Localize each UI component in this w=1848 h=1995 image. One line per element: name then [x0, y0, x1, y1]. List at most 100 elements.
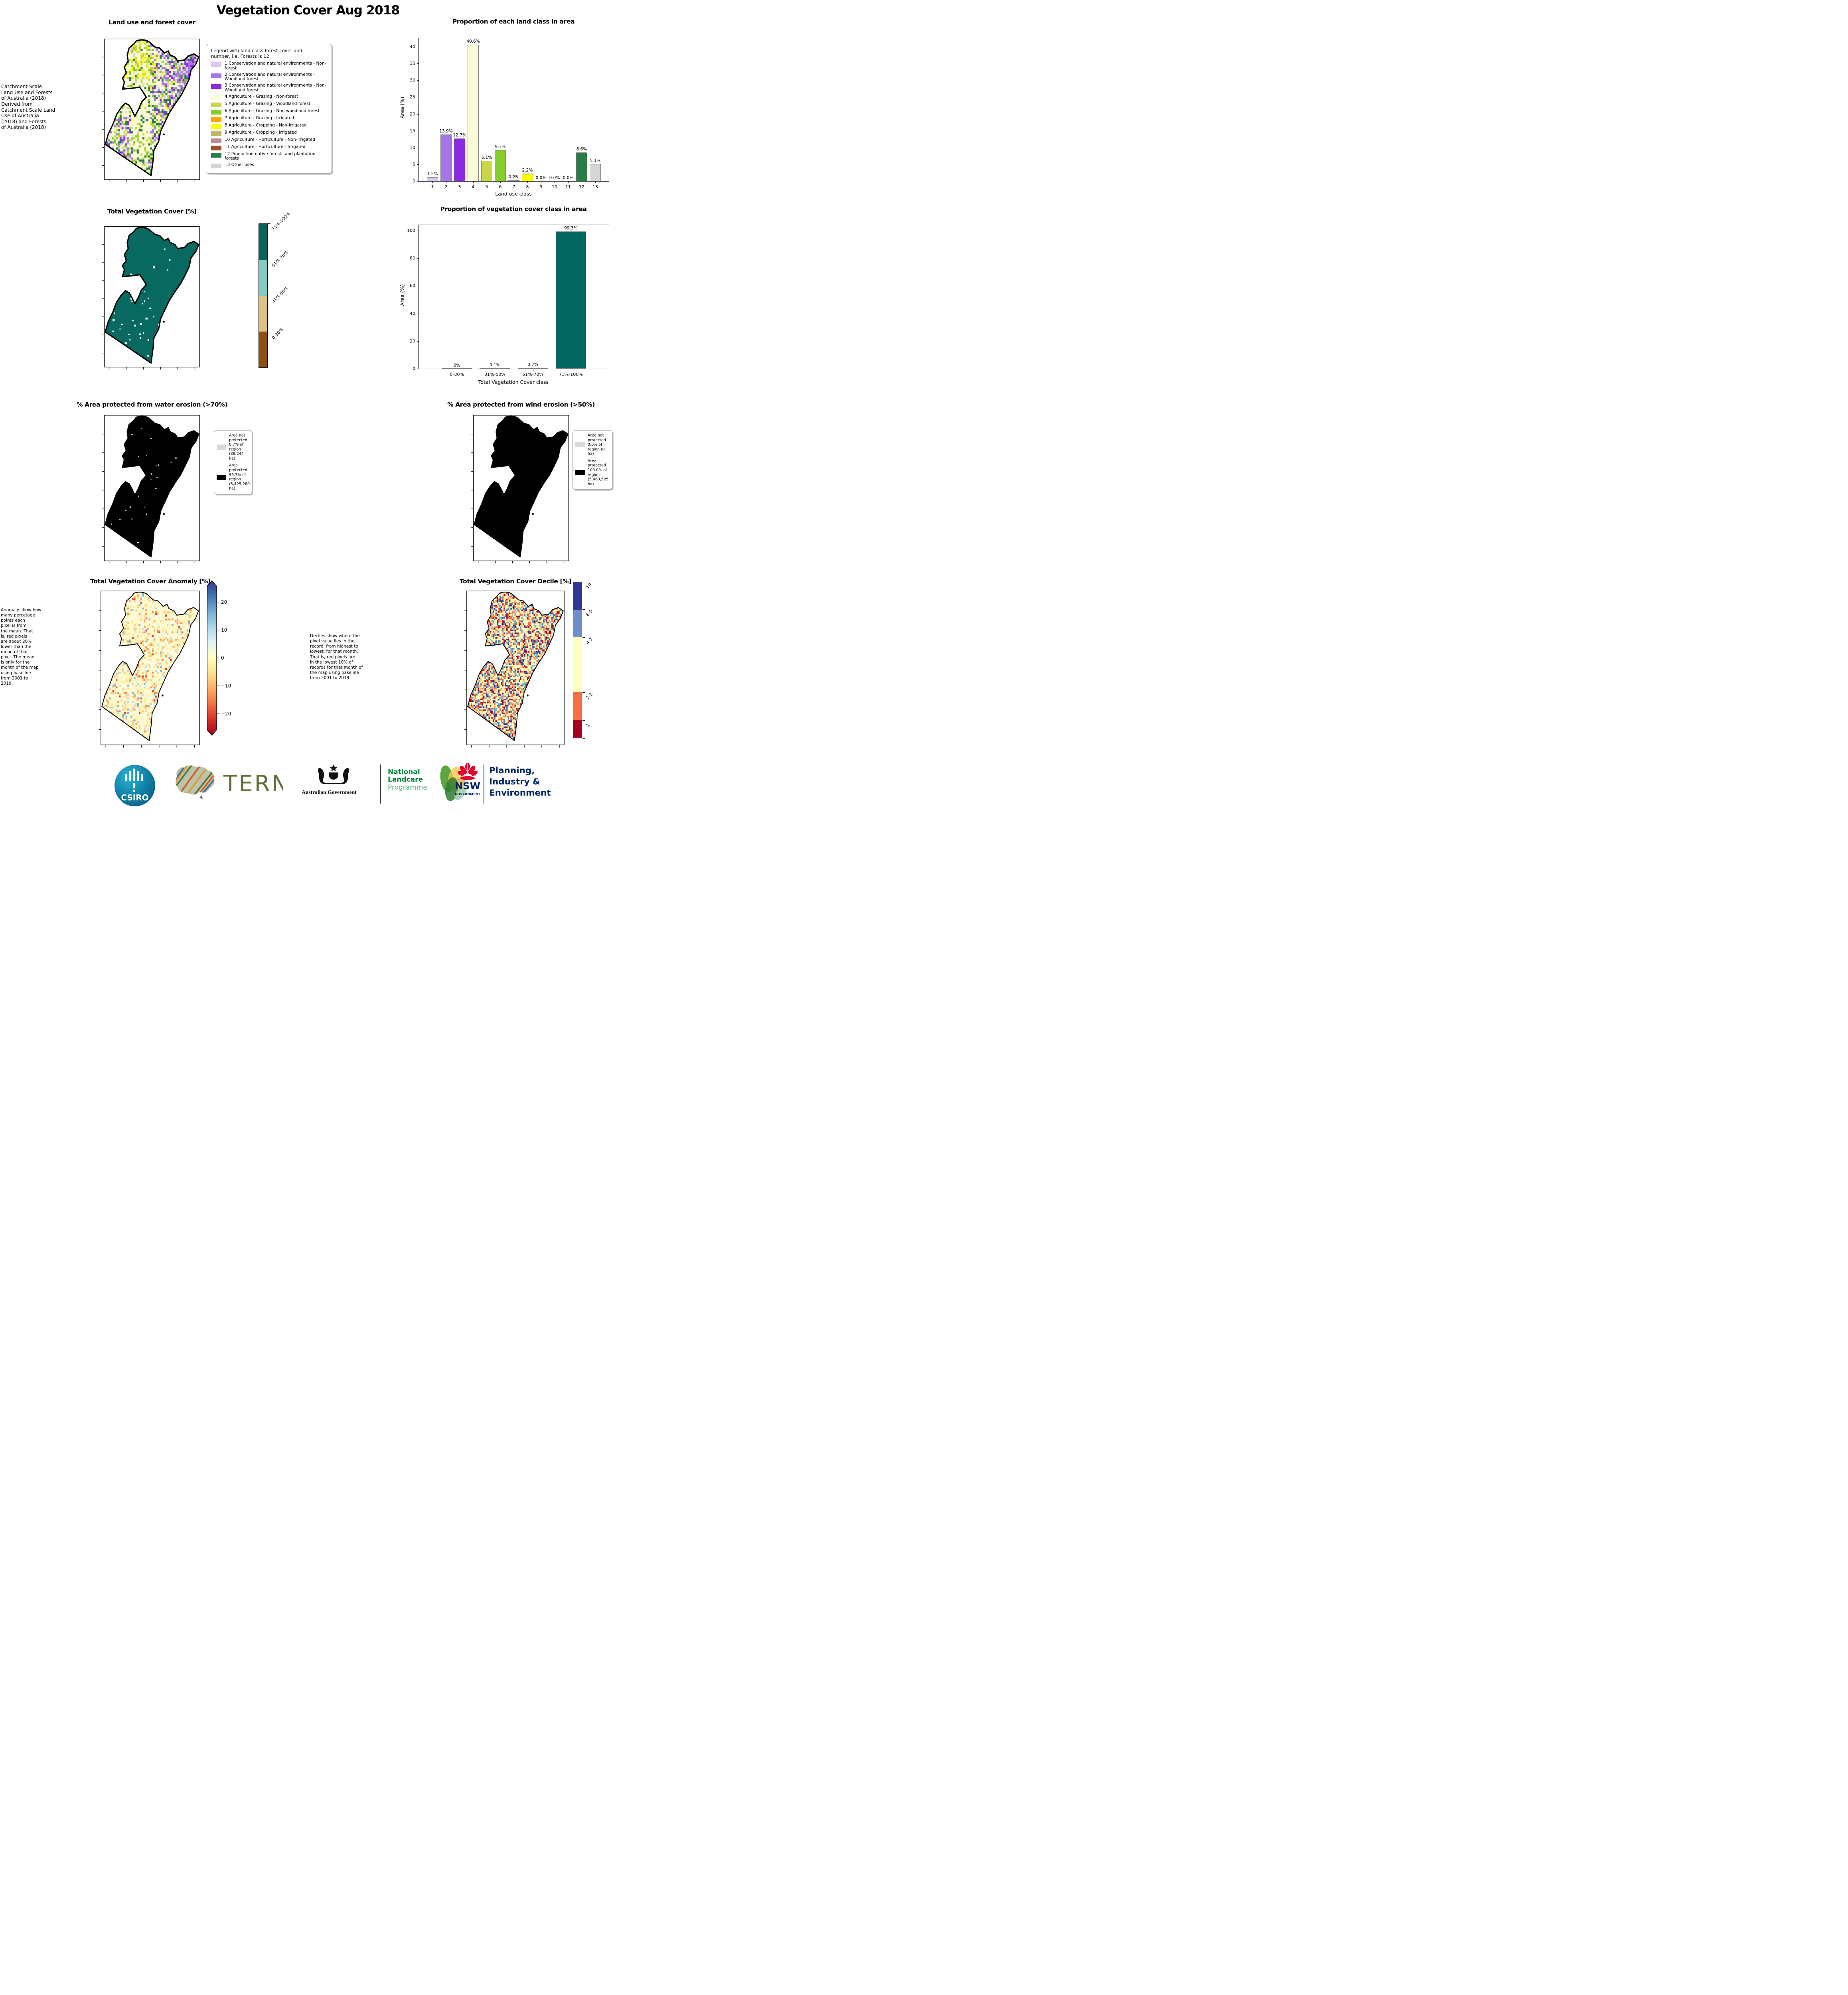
x-tick-label: 12: [579, 184, 584, 190]
colorbar-segment: [259, 224, 267, 260]
colorbar-tick-label: 20: [221, 599, 227, 605]
anomaly-note: Anomaly show how many percetage points e…: [1, 608, 41, 686]
not-protected-label: Area not protected 0.0% of region (0 ha): [588, 433, 606, 456]
colorbar-segment: [573, 720, 582, 738]
x-tick-label: 9: [539, 184, 543, 190]
legend-item: 3 Conservation and natural environments …: [210, 83, 328, 93]
legend-item: 6 Agriculture - Grazing - Non-woodland f…: [210, 109, 328, 115]
legend-label: 4 Agriculture - Grazing - Non-forest: [225, 94, 298, 99]
bar-value-label: 12.7%: [453, 133, 466, 138]
bar-value-label: 0.0%: [535, 176, 547, 180]
bar: [508, 180, 519, 181]
page-title: Vegetation Cover Aug 2018: [216, 3, 400, 18]
bar-value-label: 5.1%: [590, 158, 601, 163]
anomaly-colorbar: 20 10 0 −10 −20: [207, 581, 231, 736]
legend-item: Area not protected 0.0% of region (0 ha): [575, 433, 610, 456]
x-tick-label: 6: [499, 184, 502, 190]
x-tick-label: 11: [565, 184, 571, 190]
legend-item: 10 Agriculture - Horticulture - Non-irri…: [210, 137, 328, 143]
y-tick-label: 10: [410, 145, 415, 150]
y-tick-label: 40: [410, 311, 415, 316]
landcare-leaves-icon: [440, 765, 467, 801]
land-class-chart-title: Proportion of each land class in area: [452, 18, 575, 25]
nsw-government-label: GOVERNMENT: [455, 792, 481, 796]
legend-swatch: [211, 138, 221, 143]
anomaly-map: [99, 591, 200, 748]
dept-line2: Industry &: [489, 776, 540, 787]
legend-item: 9 Agriculture - Cropping - Irrigated: [210, 130, 328, 136]
land-use-map-title: Land use and forest cover: [109, 19, 195, 26]
colorbar-label: 1: [585, 723, 591, 729]
y-tick-label: 0: [413, 178, 415, 184]
colorbar-label: 31%-50%: [270, 285, 289, 304]
colorbar-tick-label: 0: [221, 655, 224, 661]
legend-item: 13 Other uses: [210, 162, 328, 169]
land-class-chart-xlabel: Land use class: [495, 191, 532, 197]
colorbar-segment: [259, 332, 267, 367]
legend-label: 1 Conservation and natural environments …: [225, 61, 326, 71]
x-tick-label: 3: [458, 184, 461, 190]
bar: [495, 150, 506, 181]
colorbar-label: 0-30%: [270, 326, 284, 340]
y-tick-label: 30: [410, 77, 415, 83]
legend-label: 11 Agriculture - Horticulture - Irrigate…: [225, 144, 306, 149]
csiro-label: CSIRO: [121, 793, 148, 802]
colorbar-segment: [573, 692, 582, 720]
legend-swatch: [211, 102, 221, 107]
legend-swatch: [211, 131, 221, 136]
bar-value-label: 13.9%: [439, 129, 453, 134]
colorbar-label: 4-7: [585, 636, 594, 646]
decile-title: Total Vegetation Cover Decile [%]: [460, 578, 571, 585]
wind-erosion-legend: Area not protected 0.0% of region (0 ha)…: [573, 430, 612, 490]
wind-erosion-map: [471, 415, 569, 563]
bar-value-label: 0.0%: [549, 176, 560, 180]
csiro-logo: CSIRO: [115, 765, 155, 806]
legend-label: 13 Other uses: [225, 162, 254, 168]
legend-label: 5 Agriculture - Grazing - Woodland fores…: [225, 101, 310, 106]
veg-cover-colorbar: 71%-100% 51%-70% 31%-50% 0-30%: [259, 211, 306, 371]
legend-label: 10 Agriculture - Horticulture - Non-irri…: [225, 137, 316, 142]
legend-item: 1 Conservation and natural environments …: [210, 61, 328, 71]
bar: [522, 174, 533, 181]
x-tick-label: 1: [431, 184, 434, 190]
veg-class-chart-xlabel: Total Vegetation Cover class: [478, 379, 549, 385]
x-tick-label: 5: [485, 184, 488, 190]
y-tick-label: 15: [410, 128, 415, 134]
colorbar-tick-label: −20: [221, 711, 231, 717]
colorbar-label: 71%-100%: [270, 211, 291, 232]
legend-item: 2 Conservation and natural environments …: [210, 72, 328, 82]
bar-value-label: 0.1%: [490, 363, 500, 367]
y-tick-label: 35: [410, 61, 415, 66]
y-tick-label: 80: [410, 255, 415, 261]
water-erosion-legend: Area not protected 0.7% of region (38,24…: [214, 430, 252, 494]
legend-item: 4 Agriculture - Grazing - Non-forest: [210, 94, 328, 100]
land-use-legend-items: 1 Conservation and natural environments …: [210, 61, 328, 169]
y-tick-label: 20: [410, 338, 415, 344]
colorbar-segment: [573, 582, 582, 610]
csiro-wave-icon: [125, 768, 143, 792]
bar-value-label: 6.1%: [481, 155, 492, 160]
x-tick-label: 31%-50%: [484, 372, 505, 377]
x-tick-label: 2: [444, 184, 448, 190]
colorbar-label: 10: [585, 582, 593, 590]
nsw-waratah-icon: [457, 763, 478, 780]
bar-value-label: 8.6%: [576, 147, 587, 152]
nlp-line1: National: [388, 768, 420, 776]
legend-label: 7 Agriculture - Grazing - Irrigated: [225, 115, 294, 120]
anomaly-title: Total Vegetation Cover Anomaly [%]: [90, 578, 211, 585]
not-protected-label: Area not protected 0.7% of region (38,24…: [229, 433, 247, 461]
decile-note: Deciles show where the pixel value lies …: [310, 634, 363, 680]
bar: [468, 45, 479, 181]
colorbar-segment: [573, 637, 582, 692]
bar-value-label: 40.6%: [466, 39, 480, 44]
y-tick-label: 5: [413, 162, 415, 167]
protected-label: Area protected 100.0% of region (5,463,5…: [588, 458, 609, 486]
protected-label: Area protected 99.3% of region (5,425,28…: [229, 463, 250, 491]
y-tick-label: 60: [410, 283, 415, 288]
bar: [440, 134, 452, 181]
water-erosion-map: [102, 415, 200, 563]
dept-line3: Environment: [489, 788, 551, 798]
legend-label: 2 Conservation and natural environments …: [225, 72, 315, 82]
land-use-map: [102, 38, 200, 182]
y-tick-label: 40: [410, 44, 415, 49]
